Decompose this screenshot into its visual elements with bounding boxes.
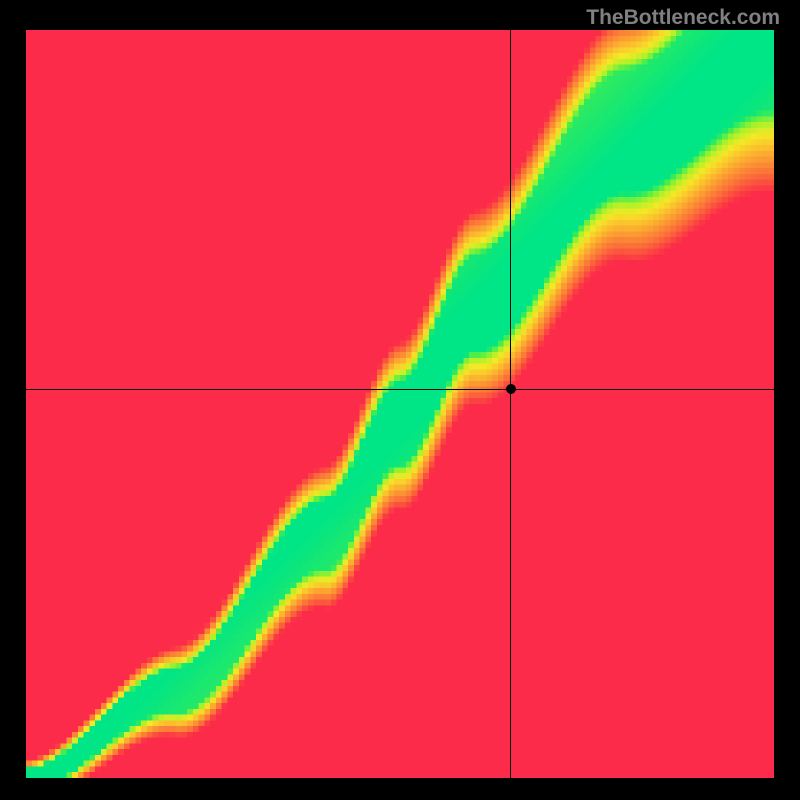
- heatmap-plot: [26, 30, 774, 778]
- watermark-text: TheBottleneck.com: [586, 6, 780, 30]
- heatmap-canvas: [26, 30, 774, 778]
- crosshair-marker: [506, 384, 516, 394]
- crosshair-horizontal: [26, 389, 774, 390]
- crosshair-vertical: [510, 30, 511, 778]
